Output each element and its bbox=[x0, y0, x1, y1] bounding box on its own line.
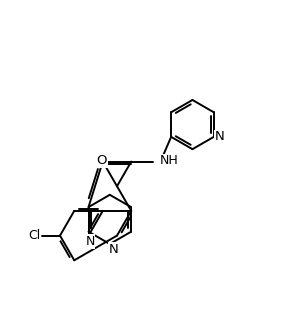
Text: N: N bbox=[85, 235, 95, 248]
Text: N: N bbox=[215, 130, 225, 143]
Text: NH: NH bbox=[159, 154, 178, 167]
Text: N: N bbox=[109, 243, 118, 256]
Text: O: O bbox=[96, 154, 107, 167]
Text: Cl: Cl bbox=[28, 229, 40, 242]
